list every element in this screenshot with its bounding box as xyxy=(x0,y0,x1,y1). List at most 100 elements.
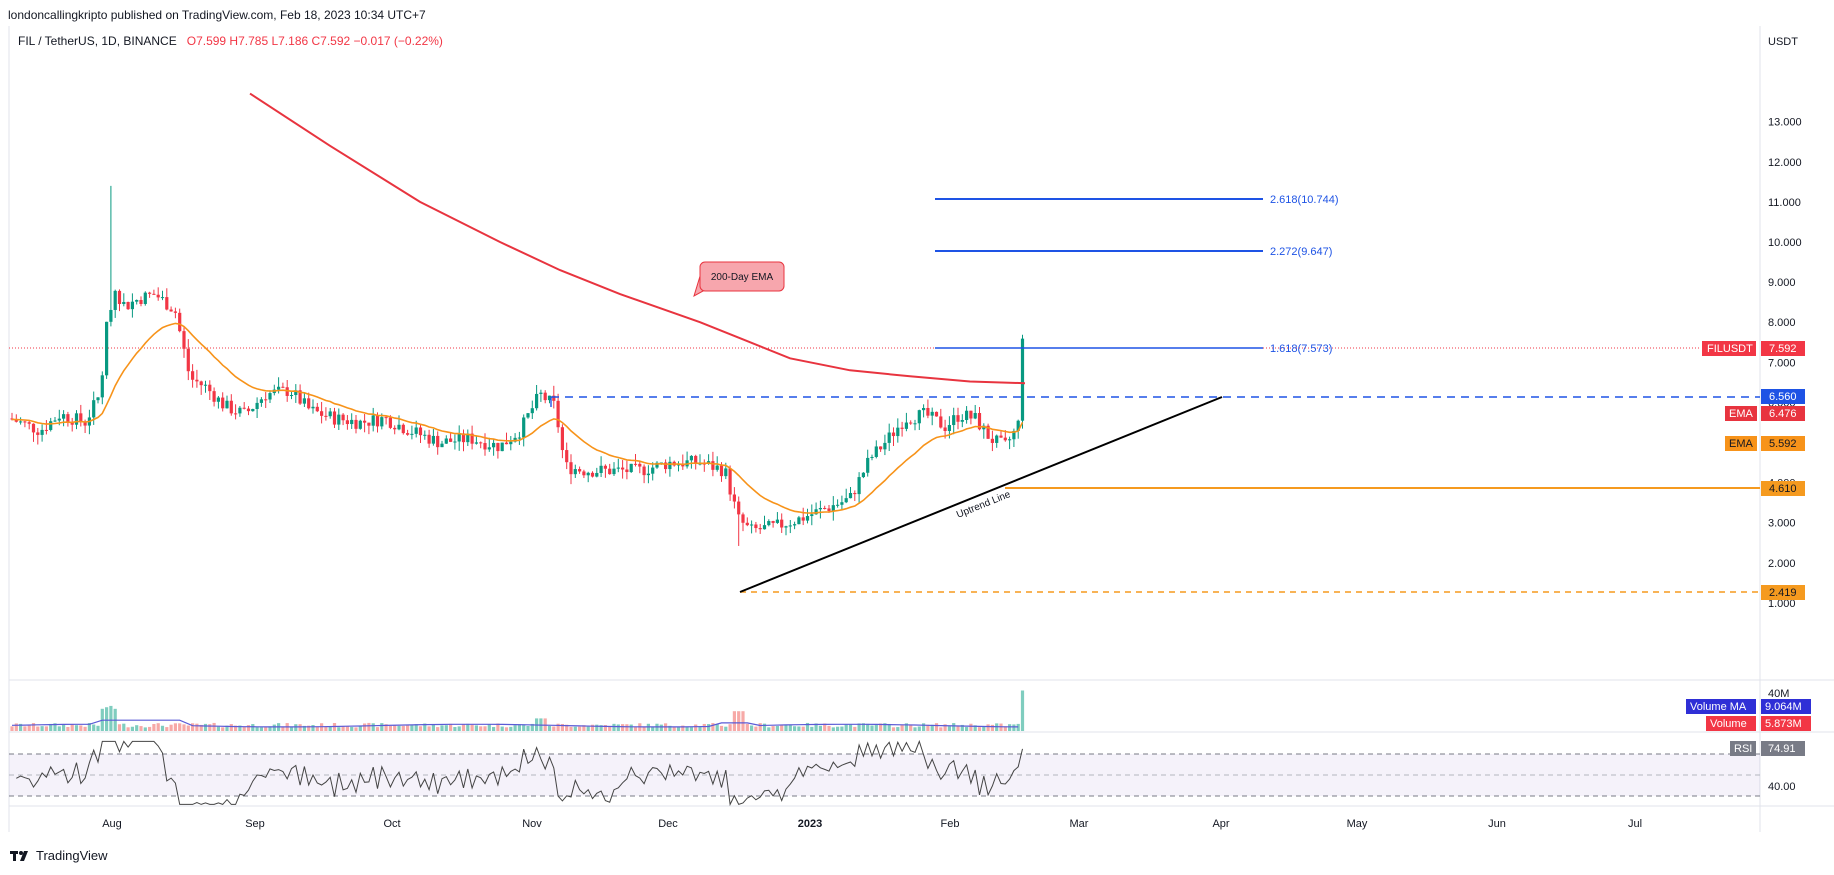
candle-body xyxy=(410,433,414,435)
volume-bar xyxy=(517,724,521,731)
candle-body xyxy=(191,371,195,380)
volume-bar xyxy=(775,725,779,731)
candle-body xyxy=(689,455,693,461)
volume-bar xyxy=(737,711,741,731)
rsi-value-bg xyxy=(1761,741,1805,756)
volume-bar xyxy=(289,726,294,731)
candle-body xyxy=(612,468,616,475)
footer-brand[interactable]: TradingView xyxy=(10,848,108,863)
volume-bar xyxy=(552,726,556,731)
candle-body xyxy=(268,393,272,400)
chart-canvas[interactable]: USDT 13.000 12.000 11.000 10.000 9.000 8.000 7… xyxy=(0,0,1834,845)
volume-bar xyxy=(694,724,698,731)
volume-bar xyxy=(633,727,638,731)
ema-200-line xyxy=(249,92,1026,385)
volume-bar xyxy=(896,727,900,731)
price-tick-label: 9.000 xyxy=(1768,277,1796,289)
symbol-name[interactable]: FIL / TetherUS, 1D, BINANCE xyxy=(18,34,177,48)
volume-ma-label: Volume MA xyxy=(1690,701,1747,713)
time-tick-label: Nov xyxy=(522,818,542,830)
volume-bar xyxy=(797,726,801,731)
candle-body xyxy=(461,433,466,443)
volume-bar xyxy=(522,724,526,731)
volume-bar xyxy=(23,726,27,731)
candle-body xyxy=(853,492,857,495)
volume-bar xyxy=(810,726,814,731)
volume-bar xyxy=(191,723,195,731)
candle-body xyxy=(840,502,844,505)
time-axis: Aug Sep Oct Nov Dec 2023 Feb Mar Apr May Jun Jul xyxy=(102,818,1642,830)
candle-body xyxy=(586,472,590,476)
candle-body xyxy=(784,526,788,528)
volume-ma-value: 9.064M xyxy=(1765,701,1802,713)
candle-body xyxy=(259,399,263,403)
volume-bar xyxy=(436,727,440,731)
volume-bar xyxy=(758,723,762,731)
candle-body xyxy=(332,411,337,425)
ema-orange-label: EMA xyxy=(1729,438,1754,450)
volume-bar xyxy=(698,726,702,731)
candle-body xyxy=(203,384,208,386)
candle-body xyxy=(560,427,564,451)
candle-body xyxy=(152,293,156,295)
candle-body xyxy=(530,408,534,414)
ema-red-tag: EMA 6.476 xyxy=(1725,406,1805,421)
candle-body xyxy=(969,410,973,419)
candle-body xyxy=(827,508,831,511)
candle-body xyxy=(934,411,939,417)
candle-body xyxy=(603,465,607,469)
level-4610-tag: 4.610 xyxy=(1761,481,1805,496)
volume-bar xyxy=(565,724,569,731)
candle-body xyxy=(582,471,586,476)
volume-bar xyxy=(130,726,134,731)
rsi-label: RSI xyxy=(1734,743,1752,755)
candle-body xyxy=(298,390,302,404)
candle-body xyxy=(96,397,100,401)
candle-body xyxy=(449,438,453,442)
volume-bar xyxy=(965,727,969,731)
volume-bar xyxy=(840,726,844,731)
candle-body xyxy=(294,390,298,396)
volume-bar xyxy=(74,725,79,731)
volume-bar xyxy=(922,723,926,731)
ema-callout-box[interactable] xyxy=(699,261,785,292)
volume-bar xyxy=(10,726,14,731)
volume-bar xyxy=(160,725,165,731)
level-2419-text: 2.419 xyxy=(1769,587,1797,599)
candle-body xyxy=(225,400,229,409)
volume-bar xyxy=(36,726,40,731)
uptrend-line[interactable] xyxy=(739,396,1223,593)
volume-bar xyxy=(500,726,504,731)
candle-body xyxy=(694,455,698,464)
rsi-axis-tick: 40.00 xyxy=(1768,781,1796,793)
volume-bar xyxy=(427,726,431,731)
time-tick-label: Sep xyxy=(245,818,265,830)
time-tick-label: Dec xyxy=(658,818,678,830)
candle-body xyxy=(341,414,345,421)
level-2419-bg xyxy=(1761,585,1805,600)
candle-body xyxy=(556,400,560,428)
candle-body xyxy=(143,292,147,304)
candle-body xyxy=(762,525,767,530)
candle-body xyxy=(836,504,840,506)
candle-body xyxy=(178,312,182,332)
candle-body xyxy=(754,524,758,529)
volume-bar xyxy=(105,707,109,731)
volume-bar xyxy=(27,725,31,731)
volume-bar xyxy=(560,724,564,731)
volume-bar xyxy=(685,726,689,731)
volume-bar xyxy=(689,727,693,731)
candle-body xyxy=(234,413,238,415)
volume-bar xyxy=(57,726,61,731)
candle-body xyxy=(565,450,569,463)
volume-bar xyxy=(982,726,986,731)
candle-body xyxy=(62,414,66,419)
candle-body xyxy=(590,472,595,477)
volume-bar xyxy=(328,726,332,731)
volume-bar xyxy=(264,727,268,731)
candle-body xyxy=(474,442,478,444)
candle-body xyxy=(311,406,315,409)
candle-body xyxy=(350,419,354,425)
candle-body xyxy=(870,456,874,458)
candle-body xyxy=(638,463,642,467)
